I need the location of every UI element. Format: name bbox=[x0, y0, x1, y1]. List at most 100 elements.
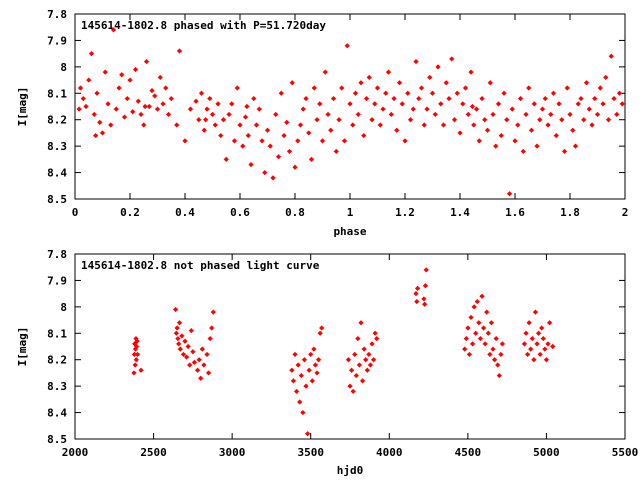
data-point bbox=[616, 90, 623, 96]
x-axis-label: phase bbox=[333, 225, 366, 238]
data-point bbox=[201, 362, 207, 368]
data-point bbox=[539, 325, 545, 331]
data-point bbox=[127, 77, 133, 83]
x-tick-label: 5000 bbox=[533, 446, 560, 459]
data-point bbox=[133, 357, 139, 363]
data-point bbox=[369, 117, 375, 123]
data-point bbox=[537, 351, 543, 358]
data-point bbox=[131, 370, 137, 376]
data-point bbox=[168, 95, 174, 102]
data-point bbox=[418, 85, 425, 91]
data-point bbox=[350, 122, 356, 128]
data-point bbox=[553, 132, 559, 139]
data-point bbox=[509, 106, 515, 112]
data-point bbox=[469, 341, 476, 347]
x-tick-label: 1 bbox=[347, 206, 354, 219]
y-tick-label: 8.2 bbox=[47, 114, 67, 127]
data-point bbox=[479, 95, 485, 102]
data-point bbox=[293, 388, 300, 395]
data-point bbox=[372, 330, 378, 336]
data-point bbox=[443, 80, 449, 86]
x-tick-label: 2500 bbox=[140, 446, 167, 459]
data-point bbox=[491, 357, 498, 363]
data-point bbox=[110, 27, 117, 33]
data-point bbox=[314, 370, 320, 376]
data-point bbox=[204, 351, 210, 358]
data-point bbox=[364, 367, 370, 373]
data-point bbox=[402, 138, 408, 144]
data-point bbox=[132, 362, 138, 368]
data-point bbox=[134, 343, 140, 350]
y-tick-label: 8.3 bbox=[47, 380, 67, 393]
data-point bbox=[193, 98, 199, 104]
x-tick-label: 2 bbox=[622, 206, 629, 219]
data-point bbox=[534, 143, 540, 149]
data-point bbox=[344, 43, 350, 49]
data-point bbox=[325, 111, 331, 118]
data-point bbox=[172, 306, 179, 313]
data-point bbox=[524, 351, 531, 358]
x-tick-label: 3500 bbox=[297, 446, 324, 459]
data-point bbox=[174, 325, 180, 331]
y-tick-label: 8.3 bbox=[47, 140, 67, 153]
data-point bbox=[187, 106, 194, 112]
y-tick-label: 8.5 bbox=[47, 433, 67, 446]
data-point bbox=[220, 117, 227, 123]
data-point bbox=[388, 111, 394, 118]
data-point bbox=[432, 111, 438, 118]
data-point bbox=[348, 367, 355, 373]
data-point bbox=[180, 351, 187, 358]
data-point bbox=[496, 372, 502, 379]
y-tick-label: 7.8 bbox=[47, 8, 67, 21]
data-point bbox=[589, 122, 595, 128]
data-point bbox=[361, 346, 367, 352]
data-point bbox=[473, 106, 480, 112]
data-point bbox=[535, 330, 542, 336]
data-point bbox=[380, 106, 386, 112]
data-point bbox=[468, 69, 474, 75]
data-point bbox=[460, 101, 466, 107]
data-point bbox=[570, 127, 576, 133]
data-point bbox=[286, 148, 293, 155]
data-point bbox=[182, 138, 188, 144]
data-point bbox=[463, 335, 469, 342]
data-point bbox=[429, 90, 436, 96]
data-point bbox=[366, 74, 372, 81]
data-point bbox=[108, 122, 114, 128]
data-point bbox=[295, 138, 301, 144]
data-point bbox=[185, 343, 191, 350]
data-point bbox=[328, 127, 334, 133]
data-point bbox=[358, 320, 364, 326]
data-point bbox=[319, 325, 325, 331]
data-point bbox=[198, 375, 204, 381]
y-tick-label: 8.5 bbox=[47, 193, 67, 206]
data-point bbox=[303, 383, 309, 389]
data-point bbox=[438, 101, 444, 107]
data-point bbox=[542, 346, 548, 352]
data-point bbox=[482, 341, 488, 347]
plot-title: 145614-1802.8 phased with P=51.720day bbox=[81, 19, 326, 32]
data-point bbox=[132, 66, 139, 73]
data-point bbox=[451, 117, 458, 123]
data-point bbox=[319, 138, 326, 144]
data-point bbox=[196, 117, 202, 123]
data-point bbox=[175, 335, 181, 342]
x-tick-label: 0.6 bbox=[230, 206, 250, 219]
data-point bbox=[480, 325, 487, 331]
data-point bbox=[102, 69, 108, 75]
data-point bbox=[76, 106, 82, 112]
x-tick-label: 0.4 bbox=[175, 206, 195, 219]
data-point bbox=[567, 111, 573, 118]
data-point bbox=[394, 127, 400, 133]
data-point bbox=[465, 325, 471, 331]
data-point bbox=[174, 122, 180, 128]
x-tick-label: 0.8 bbox=[285, 206, 305, 219]
data-point bbox=[413, 58, 419, 65]
data-point bbox=[341, 138, 348, 144]
x-tick-label: 5500 bbox=[612, 446, 639, 459]
data-point bbox=[471, 122, 477, 128]
data-point bbox=[539, 106, 546, 112]
data-point bbox=[204, 106, 210, 112]
data-point bbox=[330, 95, 337, 102]
data-point bbox=[259, 138, 265, 144]
